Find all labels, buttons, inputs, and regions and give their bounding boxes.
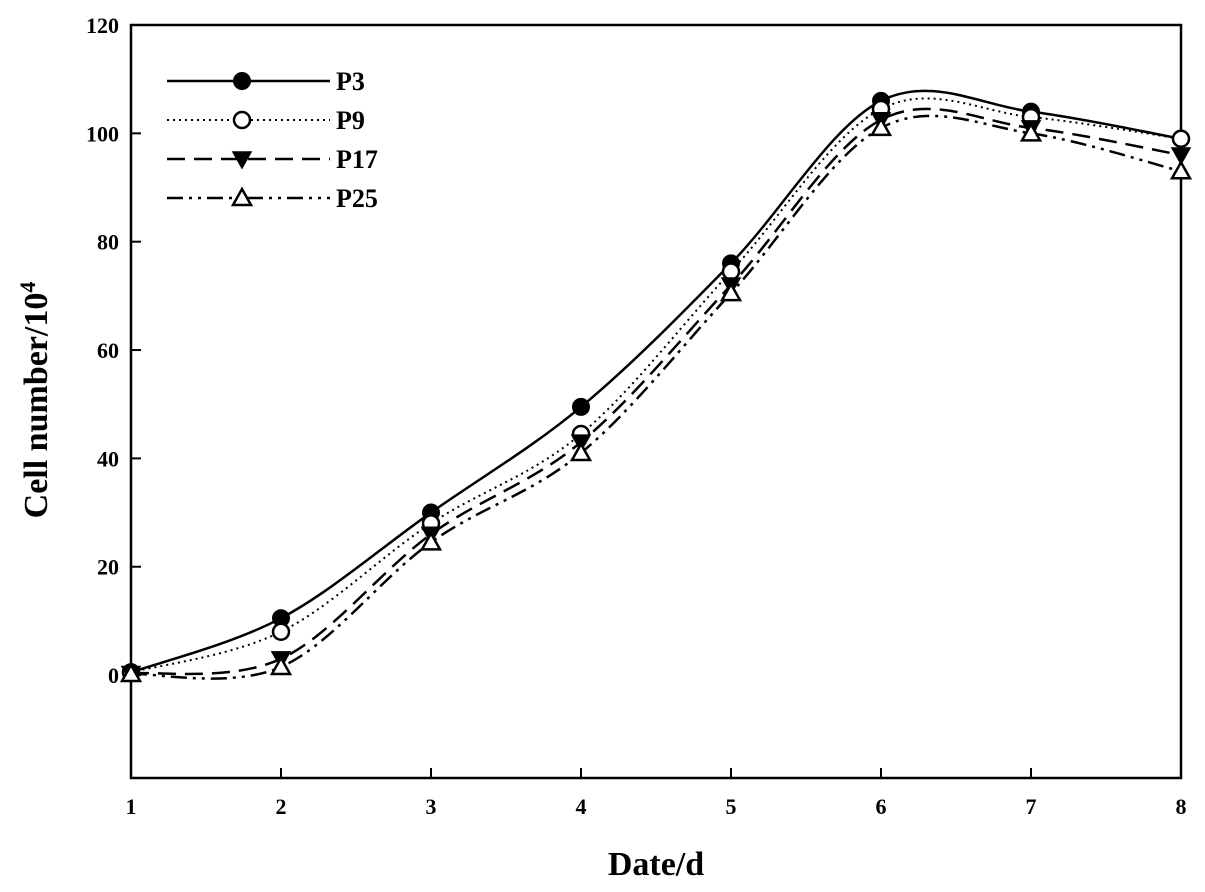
series-group — [119, 89, 1193, 684]
y-axis-title-main: Cell number/10 — [18, 293, 55, 519]
axes: 0 20 40 60 80 100 120 1 2 3 4 5 6 7 8 — [86, 13, 1187, 819]
legend-label: P3 — [336, 67, 365, 96]
legend-marker — [232, 110, 252, 130]
y-tick-label: 80 — [97, 230, 119, 255]
data-point — [869, 116, 893, 137]
data-point — [569, 441, 593, 462]
series-p3 — [122, 89, 1190, 682]
y-tick-label: 60 — [97, 338, 119, 363]
data-point — [269, 655, 293, 676]
data-point — [1171, 129, 1191, 149]
legend-item-p9: P9 — [167, 106, 365, 135]
legend-item-p25: P25 — [167, 184, 378, 213]
series-p9 — [121, 97, 1191, 682]
legend-item-p3: P3 — [167, 67, 365, 96]
x-tick-label: 4 — [576, 794, 587, 819]
legend-marker — [230, 186, 254, 207]
plot-frame — [129, 23, 1183, 780]
legend-marker — [231, 151, 253, 170]
data-point — [119, 662, 143, 683]
data-point — [271, 622, 291, 641]
legend-label: P25 — [336, 184, 378, 213]
y-axis-title: Cell number/104 — [15, 282, 55, 519]
series-line — [130, 107, 1182, 676]
series-p17 — [120, 107, 1192, 684]
x-tick-label: 8 — [1176, 794, 1187, 819]
y-tick-label: 100 — [86, 121, 119, 146]
series-line — [130, 97, 1182, 674]
y-tick-label: 20 — [97, 555, 119, 580]
y-tick-label: 120 — [86, 13, 119, 38]
legend-label: P17 — [336, 145, 378, 174]
x-tick-label: 6 — [876, 794, 887, 819]
series-line — [130, 89, 1182, 674]
data-point — [1170, 147, 1192, 166]
y-tick-label: 40 — [97, 446, 119, 471]
data-point — [1019, 121, 1043, 142]
data-point — [419, 530, 443, 551]
legend-marker — [233, 72, 251, 90]
y-axis-title-exponent: 4 — [15, 282, 40, 293]
legend-label: P9 — [336, 106, 365, 135]
y-tick-label: 0 — [108, 663, 119, 688]
data-point — [572, 397, 590, 416]
series-line — [130, 114, 1182, 680]
x-tick-label: 3 — [426, 794, 437, 819]
legend: P3 P9 P17 P25 — [167, 67, 378, 213]
legend-item-p17: P17 — [167, 145, 378, 174]
series-p25 — [119, 114, 1193, 683]
x-tick-label: 1 — [126, 794, 137, 819]
x-tick-label: 2 — [276, 794, 287, 819]
data-point — [721, 262, 741, 281]
data-point — [719, 281, 743, 302]
data-point — [1169, 159, 1193, 180]
x-tick-label: 7 — [1026, 794, 1037, 819]
x-axis-title: Date/d — [608, 846, 704, 883]
x-tick-label: 5 — [726, 794, 737, 819]
